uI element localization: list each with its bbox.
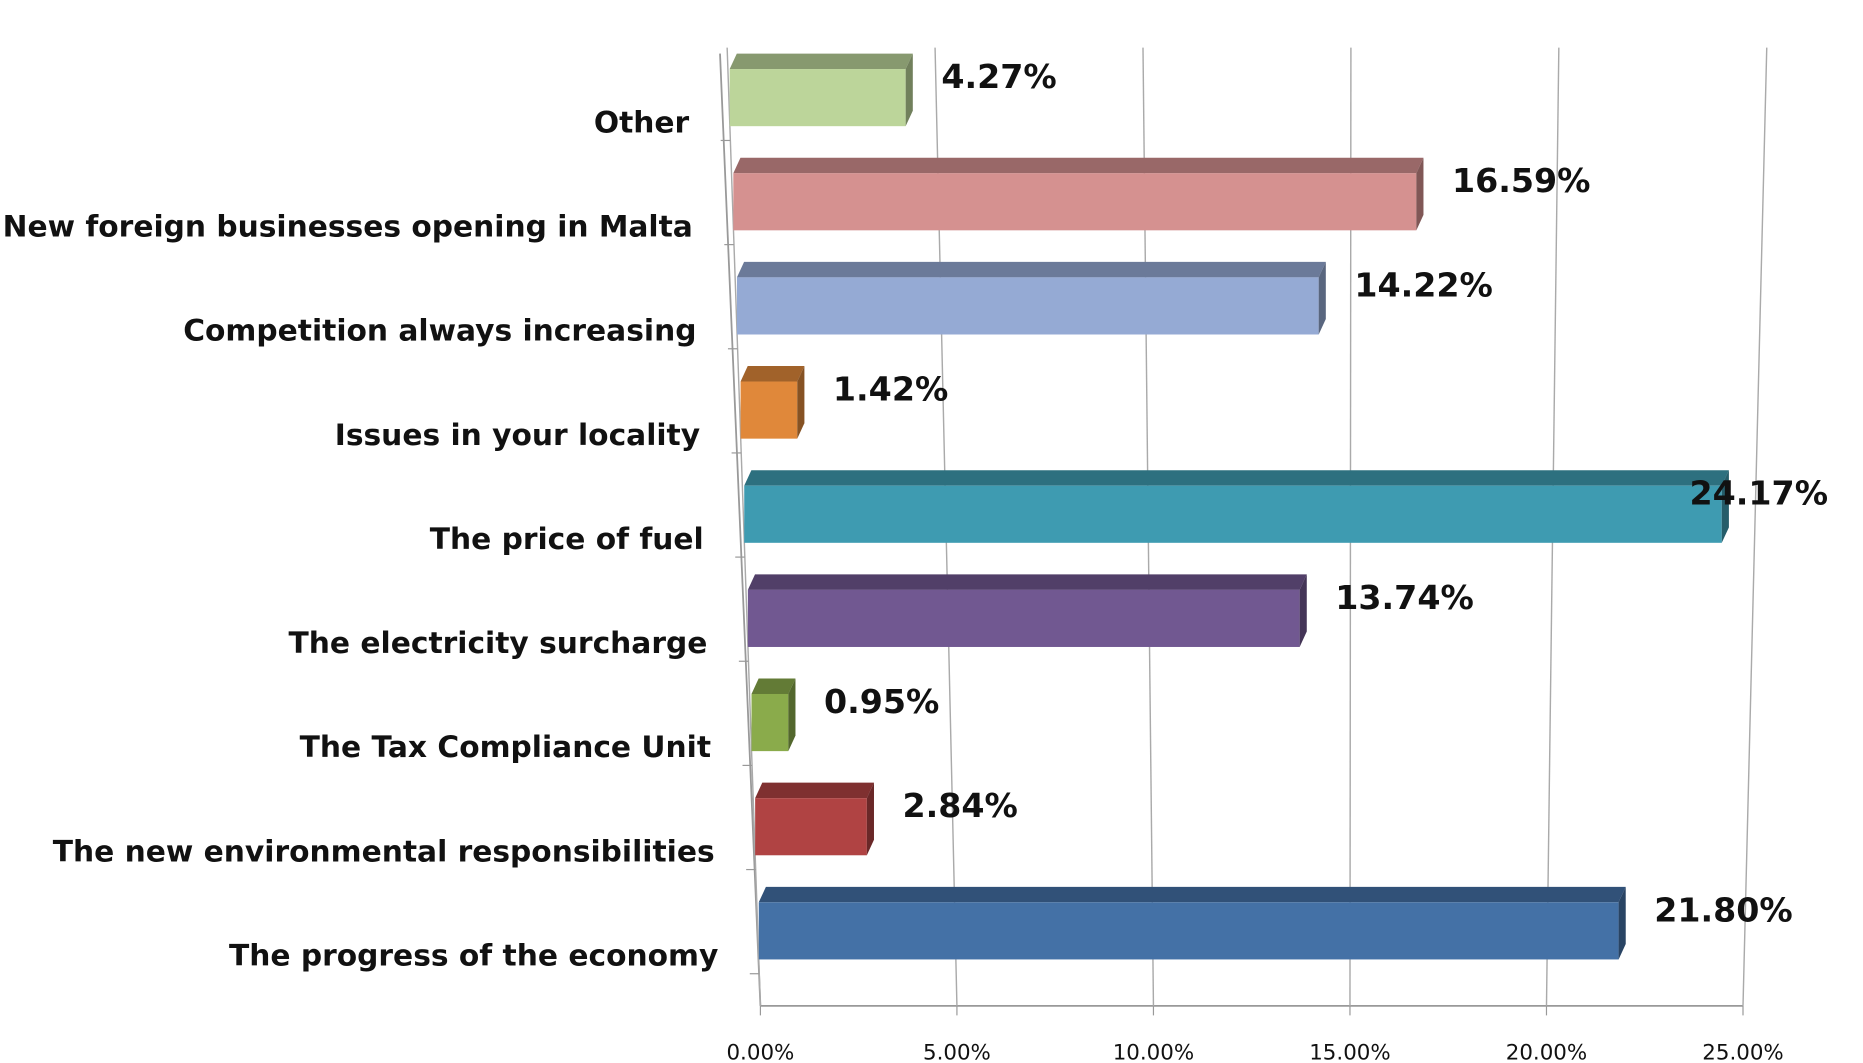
- x-tick-label: 15.00%: [1309, 1040, 1390, 1063]
- bar-side: [1618, 886, 1626, 960]
- bar-side: [797, 366, 805, 439]
- bar-top: [751, 678, 796, 694]
- category-label: The Tax Compliance Unit: [300, 730, 711, 765]
- bar: [736, 277, 1319, 335]
- x-tick-label: 0.00%: [726, 1040, 794, 1063]
- bar-side: [905, 53, 913, 127]
- value-label: 21.80%: [1654, 890, 1792, 929]
- category-label: New foreign businesses opening in Malta: [3, 209, 693, 244]
- value-label: 24.17%: [1690, 474, 1828, 513]
- bar-side: [866, 782, 874, 856]
- bar: [729, 69, 906, 127]
- bar-top: [744, 470, 1729, 486]
- category-label: Competition always increasing: [183, 314, 696, 349]
- x-tick-label: 20.00%: [1506, 1040, 1587, 1063]
- bar: [733, 173, 1417, 231]
- bar-side: [1721, 470, 1729, 543]
- value-label: 16.59%: [1452, 161, 1590, 200]
- value-label: 2.84%: [903, 786, 1018, 825]
- bar-top: [755, 782, 874, 799]
- bar-top: [729, 53, 913, 70]
- category-label: Issues in your locality: [335, 418, 700, 453]
- category-label: The price of fuel: [430, 522, 704, 557]
- value-label: 0.95%: [824, 682, 939, 721]
- category-label: Other: [594, 105, 690, 140]
- bar-side: [1318, 261, 1326, 335]
- x-tick-label: 5.00%: [923, 1040, 991, 1063]
- x-tick-label: 25.00%: [1702, 1040, 1783, 1063]
- grid-line: [726, 47, 762, 1006]
- bar: [744, 485, 1722, 543]
- bar: [755, 798, 867, 856]
- category-label: The progress of the economy: [229, 939, 718, 974]
- bar-side: [788, 678, 796, 752]
- bar-side: [1416, 157, 1424, 231]
- bar-top: [758, 886, 1626, 903]
- value-label: 13.74%: [1335, 578, 1473, 617]
- value-label: 1.42%: [833, 370, 948, 409]
- bar: [740, 381, 798, 439]
- category-label: The electricity surcharge: [289, 626, 708, 661]
- bar: [758, 902, 1619, 960]
- value-label: 14.22%: [1354, 265, 1492, 304]
- bar-top: [733, 157, 1424, 174]
- bar-top: [740, 366, 805, 382]
- value-axis-left: [719, 53, 762, 1006]
- grid-line: [1742, 47, 1768, 1006]
- category-label: The new environmental responsibilities: [53, 834, 715, 869]
- x-tick-label: 10.00%: [1113, 1040, 1194, 1063]
- bar-top: [736, 261, 1326, 278]
- value-label: 4.27%: [941, 57, 1056, 96]
- bar: [747, 589, 1300, 647]
- bar: [751, 693, 789, 752]
- bar-top: [747, 574, 1307, 590]
- bar-side: [1299, 574, 1307, 647]
